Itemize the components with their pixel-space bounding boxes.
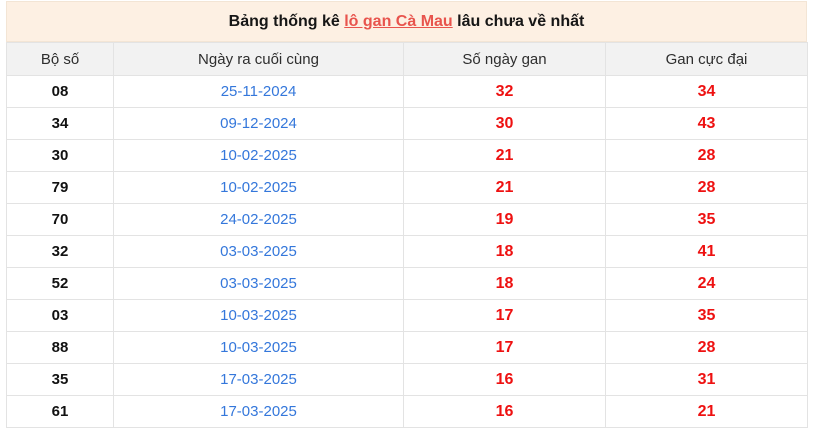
cell-bo-so: 79 [6, 171, 114, 204]
table-row: 34 09-12-2024 30 43 [6, 107, 808, 140]
cell-gan-cuc-dai: 28 [605, 139, 808, 172]
cell-ngay-ra: 10-03-2025 [113, 331, 404, 364]
cell-so-ngay-gan: 17 [403, 299, 606, 332]
cell-gan-cuc-dai: 35 [605, 203, 808, 236]
table-row: 61 17-03-2025 16 21 [6, 395, 808, 428]
cell-bo-so: 88 [6, 331, 114, 364]
cell-so-ngay-gan: 18 [403, 235, 606, 268]
column-header-bo-so: Bộ số [6, 42, 114, 76]
cell-gan-cuc-dai: 28 [605, 331, 808, 364]
cell-bo-so: 30 [6, 139, 114, 172]
cell-gan-cuc-dai: 21 [605, 395, 808, 428]
cell-bo-so: 08 [6, 75, 114, 108]
cell-so-ngay-gan: 21 [403, 139, 606, 172]
cell-bo-so: 32 [6, 235, 114, 268]
cell-gan-cuc-dai: 35 [605, 299, 808, 332]
cell-ngay-ra: 10-02-2025 [113, 139, 404, 172]
table-row: 32 03-03-2025 18 41 [6, 235, 808, 268]
cell-ngay-ra: 24-02-2025 [113, 203, 404, 236]
column-header-ngay-ra-cuoi-cung: Ngày ra cuối cùng [113, 42, 404, 76]
lo-gan-ca-mau-link[interactable]: lô gan Cà Mau [344, 12, 453, 30]
cell-so-ngay-gan: 21 [403, 171, 606, 204]
table-row: 08 25-11-2024 32 34 [6, 75, 808, 108]
page-title-prefix: Bảng thống kê [228, 12, 345, 30]
cell-so-ngay-gan: 32 [403, 75, 606, 108]
cell-ngay-ra: 09-12-2024 [113, 107, 404, 140]
column-header-gan-cuc-dai: Gan cực đại [605, 42, 808, 76]
cell-ngay-ra: 03-03-2025 [113, 235, 404, 268]
cell-gan-cuc-dai: 43 [605, 107, 808, 140]
cell-bo-so: 03 [6, 299, 114, 332]
table-row: 03 10-03-2025 17 35 [6, 299, 808, 332]
table-row: 52 03-03-2025 18 24 [6, 267, 808, 300]
table-row: 88 10-03-2025 17 28 [6, 331, 808, 364]
cell-bo-so: 52 [6, 267, 114, 300]
lo-gan-statistics-panel: Bảng thống kê lô gan Cà Mau lâu chưa về … [6, 1, 808, 428]
cell-gan-cuc-dai: 31 [605, 363, 808, 396]
cell-bo-so: 61 [6, 395, 114, 428]
lo-gan-table: Bộ số Ngày ra cuối cùng Số ngày gan Gan … [6, 42, 808, 428]
cell-gan-cuc-dai: 24 [605, 267, 808, 300]
table-row: 70 24-02-2025 19 35 [6, 203, 808, 236]
cell-ngay-ra: 10-03-2025 [113, 299, 404, 332]
cell-ngay-ra: 17-03-2025 [113, 395, 404, 428]
cell-ngay-ra: 25-11-2024 [113, 75, 404, 108]
cell-ngay-ra: 17-03-2025 [113, 363, 404, 396]
cell-gan-cuc-dai: 34 [605, 75, 808, 108]
cell-so-ngay-gan: 30 [403, 107, 606, 140]
cell-bo-so: 70 [6, 203, 114, 236]
cell-ngay-ra: 03-03-2025 [113, 267, 404, 300]
cell-ngay-ra: 10-02-2025 [113, 171, 404, 204]
table-title-bar: Bảng thống kê lô gan Cà Mau lâu chưa về … [6, 1, 807, 42]
cell-gan-cuc-dai: 41 [605, 235, 808, 268]
table-row: 79 10-02-2025 21 28 [6, 171, 808, 204]
header-row: Bộ số Ngày ra cuối cùng Số ngày gan Gan … [6, 42, 808, 76]
column-header-so-ngay-gan: Số ngày gan [403, 42, 606, 76]
cell-bo-so: 35 [6, 363, 114, 396]
cell-so-ngay-gan: 17 [403, 331, 606, 364]
cell-so-ngay-gan: 16 [403, 395, 606, 428]
cell-so-ngay-gan: 19 [403, 203, 606, 236]
cell-gan-cuc-dai: 28 [605, 171, 808, 204]
table-row: 35 17-03-2025 16 31 [6, 363, 808, 396]
cell-bo-so: 34 [6, 107, 114, 140]
cell-so-ngay-gan: 16 [403, 363, 606, 396]
page-title-suffix: lâu chưa về nhất [452, 12, 585, 30]
table-row: 30 10-02-2025 21 28 [6, 139, 808, 172]
cell-so-ngay-gan: 18 [403, 267, 606, 300]
